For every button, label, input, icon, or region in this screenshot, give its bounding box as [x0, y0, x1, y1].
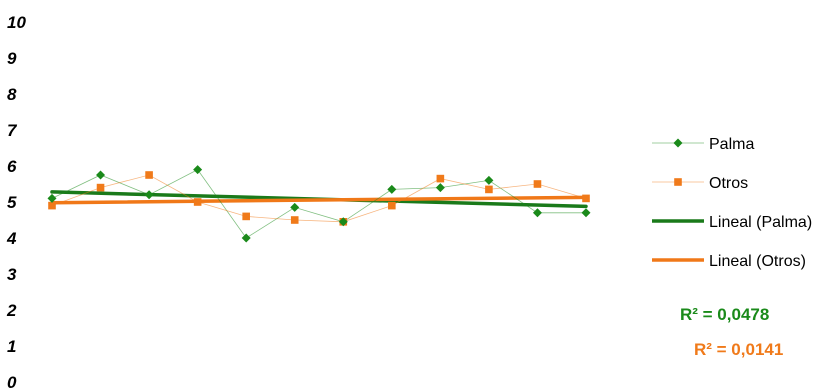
data-point	[144, 190, 154, 200]
data-point	[193, 165, 203, 175]
legend-swatch-marker	[674, 178, 682, 186]
series-markers	[47, 165, 591, 243]
data-point	[145, 171, 153, 179]
trendline	[50, 195, 588, 205]
data-point	[96, 183, 105, 192]
trendlines	[50, 190, 588, 209]
data-point	[47, 193, 57, 203]
legend-swatch-marker	[673, 138, 683, 148]
legend-label: Otros	[709, 175, 748, 192]
data-point	[532, 208, 542, 218]
legend-label: Lineal (Otros)	[709, 253, 806, 270]
data-point	[388, 201, 396, 210]
data-point	[290, 216, 299, 224]
r-squared-otros: R² = 0,0141	[694, 340, 783, 360]
series-line	[51, 174, 587, 223]
data-point	[485, 185, 493, 194]
y-tick-label: 10	[7, 13, 26, 32]
data-point	[193, 198, 202, 206]
data-point	[436, 174, 445, 183]
data-point	[242, 212, 250, 221]
y-tick-label: 7	[7, 121, 18, 140]
y-tick-label: 2	[6, 301, 17, 320]
data-point	[96, 170, 106, 180]
y-tick-label: 5	[7, 193, 17, 212]
y-tick-label: 3	[7, 265, 17, 284]
legend: Palma Otros Lineal (Palma) Lineal (Otros)	[652, 136, 812, 270]
series-line	[51, 169, 586, 239]
data-point	[387, 184, 397, 194]
data-point	[435, 183, 445, 193]
series-lines	[51, 169, 587, 239]
y-tick-label: 0	[7, 373, 17, 390]
data-point	[48, 201, 56, 210]
r-squared-palma: R² = 0,0478	[680, 305, 769, 325]
data-point	[338, 217, 348, 227]
legend-label: Palma	[709, 136, 754, 153]
legend-label: Lineal (Palma)	[709, 214, 812, 231]
r-squared-otros-text: R² = 0,0141	[694, 340, 784, 359]
data-point	[484, 175, 494, 185]
y-tick-label: 9	[7, 49, 17, 68]
data-point	[581, 208, 591, 218]
data-point	[241, 233, 251, 243]
r-squared-palma-text: R² = 0,0478	[680, 305, 770, 324]
y-axis-ticks: 0 1 2 3 4 5 6 7 8 9 10	[6, 13, 26, 390]
y-tick-label: 8	[7, 85, 17, 104]
y-tick-label: 1	[7, 337, 16, 356]
y-tick-label: 4	[6, 229, 17, 248]
data-point	[582, 194, 590, 203]
data-point	[533, 180, 542, 188]
data-point	[290, 202, 300, 212]
y-tick-label: 6	[7, 157, 17, 176]
